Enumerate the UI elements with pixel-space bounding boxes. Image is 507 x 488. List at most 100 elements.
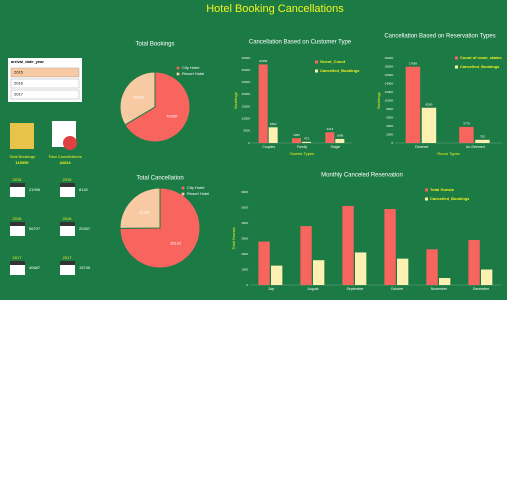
y-tick-label: 14000 [385,81,394,85]
calendar-top [60,261,75,265]
legend-label: City Hotel [187,185,204,190]
title: Hotel Booking Cancellations [206,3,344,15]
pie-slice [124,71,191,143]
tile-value: 20337 [79,226,91,231]
bar [459,126,474,143]
tile-value: 15745 [79,265,91,270]
x-tick-label: Couples [262,145,275,149]
chart-title: Monthly Canceled Reservation [321,173,403,179]
bar [439,278,451,285]
y-tick-label: 25000 [242,80,251,84]
tile-year: 2017 [13,255,23,260]
bar [258,64,268,143]
y-tick-label: 20000 [242,92,251,96]
y-axis-label: Total Guests [231,227,236,249]
icon [63,136,77,150]
calendar-top [10,261,25,265]
bar [384,209,396,285]
slicer-item-label: 2017 [14,92,24,97]
x-tick-label: Deemed [415,145,428,149]
y-axis-label: Bookings [233,92,238,108]
tile-value: 40687 [29,265,41,270]
data-label: 1953 [293,133,300,137]
background [0,0,507,300]
tile-year: 2015 [63,177,73,182]
y-tick-label: 30000 [242,68,251,72]
calendar-top [60,183,75,187]
x-tick-label: September [346,287,364,291]
bar [426,249,438,285]
bar [258,241,270,285]
legend-swatch [315,60,318,64]
data-label: 752 [480,135,485,139]
y-tick-label: 6000 [386,115,393,119]
legend-label: City Hotel [182,65,199,70]
x-tick-label: Single [330,145,340,149]
x-tick-label: December [473,287,490,291]
legend-swatch [181,186,185,190]
bar [268,127,278,143]
legend-label: Total Guests [430,187,455,192]
x-tick-label: October [391,287,404,291]
bar [355,252,367,285]
chart-title: Cancellation Based on Customer Type [249,40,352,46]
slice-label: 79330 [166,114,178,119]
legend-label: Guest_Count [320,59,346,64]
legend-label: Resort Hotel [187,191,209,196]
legend-swatch [455,65,458,69]
bar [421,107,437,143]
bar [335,138,345,143]
y-tick-label: 0 [246,283,248,287]
pie-slice [119,71,156,126]
y-tick-label: 8000 [386,107,393,111]
slicer-item [10,67,80,78]
x-tick-label: August [308,287,319,291]
y-tick-label: 2000 [241,252,248,256]
tile-year: 2017 [63,255,73,260]
calendar-top [10,183,25,187]
tile-value: 8142 [79,187,89,192]
y-tick-label: 5000 [241,205,248,209]
bar [468,240,480,285]
slicer-item [10,89,80,100]
y-tick-label: 3000 [241,236,248,240]
data-label: 17959 [409,61,418,65]
y-tick-label: 18000 [385,64,394,68]
icon [10,123,34,149]
slicer-item-label: 2016 [14,81,24,86]
legend-label: Cancelled_Bookings [430,196,470,201]
legend-label: Cancelled_Bookings [460,64,500,69]
y-tick-label: 20000 [385,56,394,60]
data-label: 32356 [259,59,268,63]
slice-label: 40060 [133,95,145,100]
chart-title: Cancellation Based on Reservation Types [384,34,495,40]
bar [405,66,421,143]
y-tick-label: 12000 [385,90,394,94]
chart-title: Total Cancellation [136,176,183,182]
y-tick-label: 2000 [386,132,393,136]
y-tick-label: 0 [391,141,393,145]
slicer-item-label: 2015 [14,70,24,75]
tile-value: 56707 [29,226,41,231]
kpi-value: 119390 [15,160,29,165]
tile-value: 21996 [29,187,41,192]
bar [313,260,325,285]
y-tick-label: 35000 [242,56,251,60]
y-tick-label: 6000 [241,190,248,194]
calendar-top [60,222,75,226]
pie-slice [119,187,161,229]
x-axis-label: Room Types [437,151,459,156]
bar [271,265,283,285]
data-label: 473 [304,137,309,141]
y-tick-label: 0 [248,141,250,145]
y-tick-label: 4000 [386,124,393,128]
tile-year: 2015 [13,177,23,182]
y-tick-label: 5000 [243,129,250,133]
data-label: 1669 [336,134,343,138]
chart-title: Total Bookings [135,42,174,48]
bar [292,138,301,143]
legend-label: Resort Hotel [182,71,204,76]
legend-swatch [425,197,428,201]
